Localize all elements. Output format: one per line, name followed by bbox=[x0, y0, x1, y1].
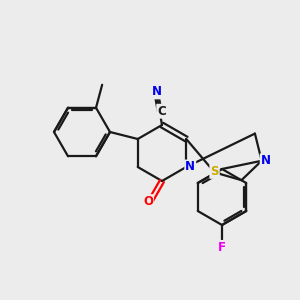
Text: F: F bbox=[218, 241, 226, 254]
Text: C: C bbox=[157, 105, 166, 118]
Text: N: N bbox=[261, 154, 271, 167]
Text: N: N bbox=[185, 160, 195, 173]
Text: O: O bbox=[143, 195, 153, 208]
Text: N: N bbox=[152, 85, 162, 98]
Text: S: S bbox=[210, 165, 219, 178]
